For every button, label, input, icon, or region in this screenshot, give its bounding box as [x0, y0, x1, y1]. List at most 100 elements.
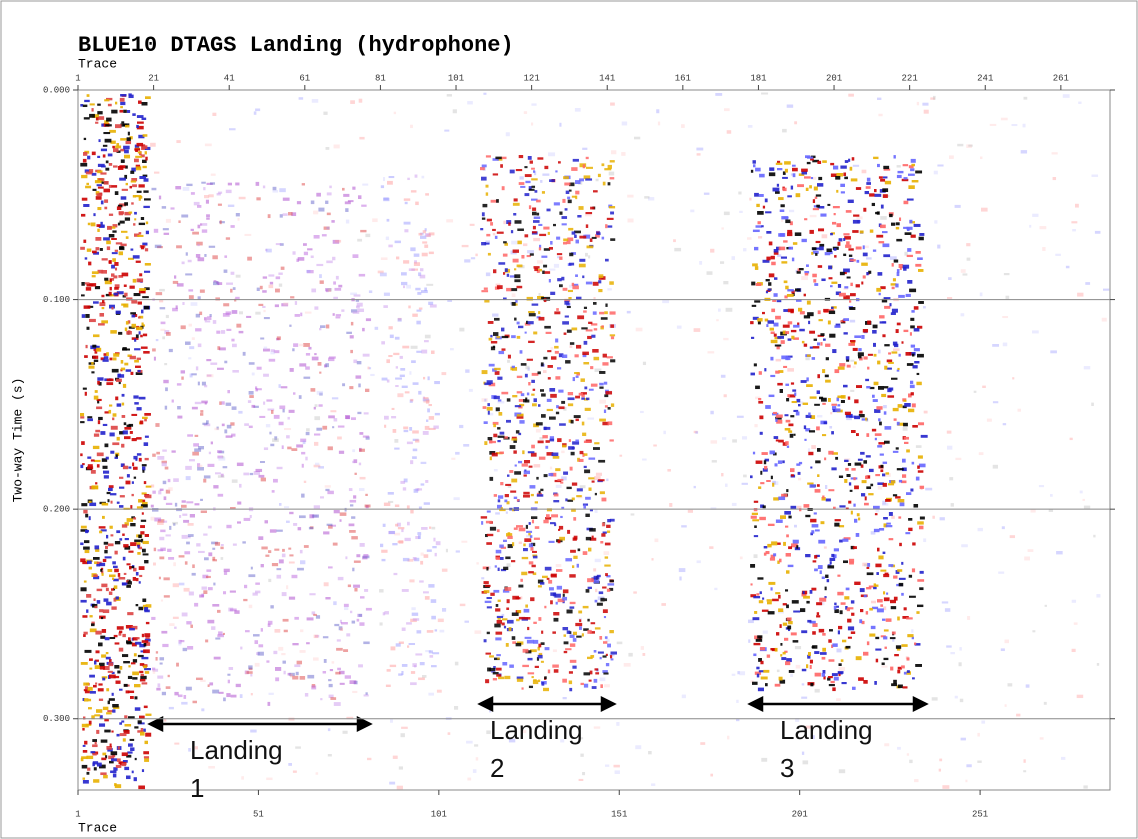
texture — [866, 433, 869, 437]
texture — [582, 276, 584, 279]
texture — [101, 201, 104, 205]
texture — [774, 293, 778, 297]
texture — [549, 417, 556, 420]
texture — [785, 589, 788, 591]
texture — [137, 358, 141, 360]
texture — [96, 407, 102, 410]
texture — [530, 535, 532, 538]
texture — [828, 398, 831, 402]
texture — [583, 551, 588, 555]
texture — [262, 290, 267, 293]
texture — [819, 629, 824, 633]
texture — [283, 302, 288, 305]
texture — [476, 757, 479, 760]
texture — [764, 368, 766, 371]
texture — [143, 751, 149, 754]
texture — [215, 638, 220, 640]
texture — [110, 330, 117, 334]
texture — [525, 374, 528, 378]
texture — [839, 363, 845, 366]
texture — [848, 637, 852, 639]
texture — [93, 356, 99, 359]
texture — [603, 609, 608, 613]
texture — [429, 650, 433, 653]
texture — [442, 569, 448, 572]
texture — [247, 257, 252, 261]
y-tick-label: 0.000 — [43, 85, 70, 95]
texture — [412, 613, 418, 616]
texture — [402, 386, 408, 388]
texture — [509, 627, 512, 631]
texture — [430, 655, 434, 658]
texture — [916, 382, 921, 385]
texture — [289, 325, 291, 327]
texture — [732, 674, 736, 676]
texture — [163, 228, 169, 230]
texture — [498, 495, 503, 498]
texture — [599, 274, 604, 278]
texture — [336, 648, 343, 651]
texture — [124, 684, 128, 687]
texture — [193, 701, 197, 704]
texture — [268, 550, 271, 553]
texture — [96, 117, 99, 120]
texture — [840, 610, 843, 614]
texture — [775, 684, 781, 687]
texture — [765, 199, 768, 203]
texture — [164, 363, 167, 365]
texture — [192, 564, 195, 568]
texture — [400, 375, 405, 377]
texture — [903, 265, 910, 269]
texture — [876, 659, 878, 663]
texture — [1052, 152, 1058, 154]
texture — [898, 499, 905, 502]
texture — [390, 719, 393, 723]
texture — [97, 229, 99, 232]
texture — [920, 571, 924, 574]
texture — [727, 130, 731, 134]
texture — [524, 166, 527, 168]
texture — [590, 207, 594, 210]
texture — [751, 337, 754, 339]
texture — [919, 233, 924, 236]
texture — [85, 514, 88, 518]
texture — [352, 187, 355, 190]
texture — [903, 423, 908, 427]
texture — [403, 487, 406, 490]
texture — [410, 682, 417, 685]
texture — [263, 374, 269, 377]
texture — [119, 577, 126, 580]
texture — [977, 761, 981, 763]
texture — [343, 731, 348, 734]
texture — [815, 253, 817, 256]
texture — [884, 411, 887, 414]
texture — [569, 253, 573, 257]
texture — [216, 331, 220, 334]
texture — [151, 617, 155, 620]
texture — [252, 373, 255, 376]
texture — [155, 423, 159, 427]
texture — [607, 519, 611, 522]
texture — [471, 257, 475, 259]
texture — [130, 312, 136, 314]
texture — [697, 560, 701, 563]
texture — [121, 231, 127, 233]
texture — [135, 707, 141, 710]
texture — [406, 285, 411, 289]
texture — [409, 643, 415, 645]
texture — [546, 332, 552, 334]
texture — [212, 604, 219, 607]
x2-tick-label: 101 — [431, 809, 447, 819]
texture — [384, 611, 389, 614]
texture — [316, 193, 321, 197]
texture — [525, 174, 532, 177]
texture — [81, 441, 85, 445]
texture — [239, 484, 241, 488]
texture — [189, 346, 194, 349]
texture — [303, 243, 307, 246]
texture — [81, 662, 88, 665]
texture — [520, 176, 524, 179]
texture — [753, 617, 760, 620]
texture — [233, 287, 236, 290]
texture — [493, 233, 495, 235]
